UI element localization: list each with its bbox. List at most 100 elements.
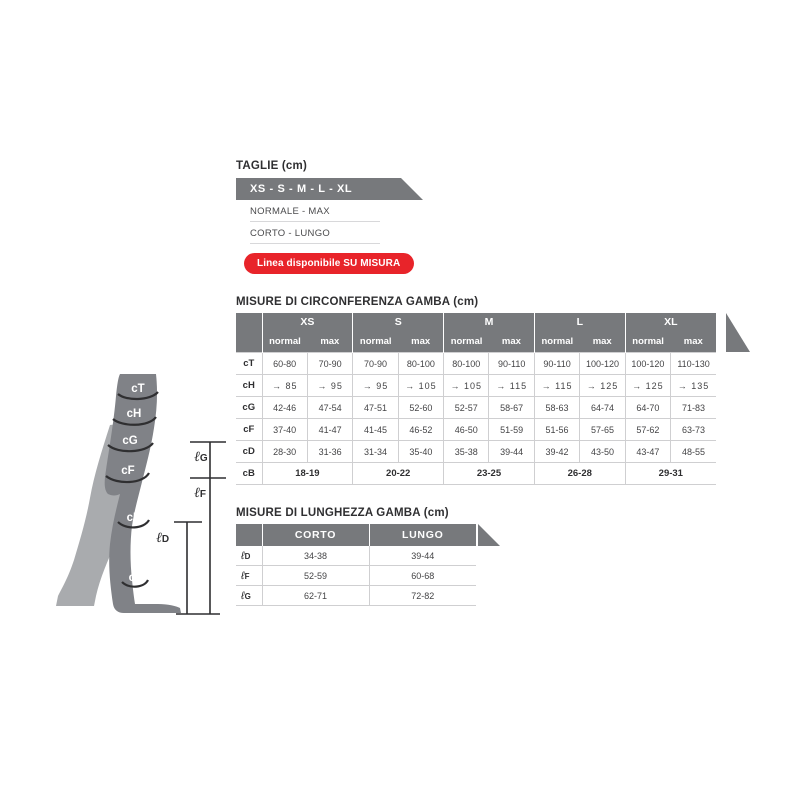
taglie-size-banner-label: XS - S - M - L - XL xyxy=(250,183,353,195)
subheader-m-max: max xyxy=(488,332,535,353)
row-label-cH: cH xyxy=(236,374,262,397)
length-header-lungo: LUNGO xyxy=(368,524,476,546)
cell-cD-m-normal: 35-38 xyxy=(443,440,489,463)
header-corner-blank xyxy=(236,313,262,332)
cell-cT-l-max: 100-120 xyxy=(579,352,626,375)
cell-cB-xs: 18-19 xyxy=(261,462,353,485)
cell-cH-xs-max: → 95 xyxy=(306,374,353,397)
subheader-s-max: max xyxy=(398,332,444,353)
cell-cG-l-max: 64-74 xyxy=(579,396,626,419)
subheader-s-normal: normal xyxy=(352,332,399,353)
cell-cB-xl: 29-31 xyxy=(624,462,716,485)
header-size-m: M xyxy=(443,313,535,332)
cell-cB-m: 23-25 xyxy=(443,462,535,485)
cell-cT-xs-max: 70-90 xyxy=(306,352,353,375)
cell-cT-s-max: 80-100 xyxy=(397,352,444,375)
length-header-corner-blank xyxy=(236,524,262,546)
cell-cG-xs-normal: 42-46 xyxy=(261,396,308,419)
row-label-cT: cT xyxy=(236,352,262,375)
cell-cD-s-max: 35-40 xyxy=(397,440,444,463)
band-label-cD: cD xyxy=(127,512,142,524)
taglie-title: TAGLIE (cm) xyxy=(236,160,307,172)
su-misura-badge: Linea disponibile SU MISURA xyxy=(244,253,415,274)
header-size-l: L xyxy=(533,313,626,332)
cell-cH-m-normal: → 105 xyxy=(443,374,489,397)
leg-diagram-svg: cT cH cG cF cD cB ℓG ℓF ℓD xyxy=(56,374,226,615)
table-row: cH → 85 → 95 → 95 → 105 → 105 → 115 → 11… xyxy=(236,374,716,397)
band-label-cT: cT xyxy=(131,383,144,395)
length-table: CORTO LUNGO ℓD 34-38 39-44 ℓF 52-59 60-6… xyxy=(236,524,476,606)
header-size-s: S xyxy=(352,313,444,332)
length-table-wrap: CORTO LUNGO ℓD 34-38 39-44 ℓF 52-59 60-6… xyxy=(236,524,500,606)
cell-cH-xl-max: → 135 xyxy=(670,374,716,397)
taglie-option-normale-max: NORMALE - MAX xyxy=(250,200,380,222)
cell-cH-xs-normal: → 85 xyxy=(261,374,308,397)
cell-cD-s-normal: 31-34 xyxy=(352,440,399,463)
subheader-l-max: max xyxy=(579,332,626,353)
band-label-cH: cH xyxy=(127,408,142,420)
cell-cG-xl-max: 71-83 xyxy=(670,396,716,419)
subheader-m-normal: normal xyxy=(443,332,489,353)
cell-cT-m-max: 90-110 xyxy=(488,352,535,375)
length-table-body: ℓD 34-38 39-44 ℓF 52-59 60-68 ℓG 62-71 7… xyxy=(236,546,476,606)
length-row-label-lD: ℓD xyxy=(236,546,262,566)
cell-cF-xl-max: 63-73 xyxy=(670,418,716,441)
row-label-cG: cG xyxy=(236,396,262,419)
length-measure-labels: ℓG ℓF ℓD xyxy=(156,450,208,546)
cell-cB-s: 20-22 xyxy=(352,462,444,485)
length-row-sub-G: G xyxy=(244,591,251,601)
cell-cD-l-max: 43-50 xyxy=(579,440,626,463)
cell-cD-xl-max: 48-55 xyxy=(670,440,716,463)
cell-cH-l-max: → 125 xyxy=(579,374,626,397)
length-label-lF: ℓF xyxy=(194,486,206,501)
table-row: ℓD 34-38 39-44 xyxy=(236,546,476,566)
cell-cD-l-normal: 39-42 xyxy=(533,440,580,463)
cell-cF-s-normal: 41-45 xyxy=(352,418,399,441)
table-row: ℓF 52-59 60-68 xyxy=(236,565,476,586)
front-leg-silhouette xyxy=(104,374,181,613)
length-header-wedge xyxy=(478,524,500,546)
cell-cG-m-max: 58-67 xyxy=(488,396,535,419)
table-row: cD 28-30 31-36 31-34 35-40 35-38 39-44 3… xyxy=(236,440,716,463)
length-measure-bars xyxy=(174,441,226,615)
cell-lG-lungo: 72-82 xyxy=(368,585,476,606)
cell-cG-xl-normal: 64-70 xyxy=(624,396,671,419)
cell-cT-s-normal: 70-90 xyxy=(352,352,399,375)
table-row: cF 37-40 41-47 41-45 46-52 46-50 51-59 5… xyxy=(236,418,716,441)
circumference-size-header-row: XS S M L XL xyxy=(236,313,716,332)
cell-cT-xl-max: 110-130 xyxy=(670,352,716,375)
cell-cG-s-normal: 47-51 xyxy=(352,396,399,419)
table-row: ℓG 62-71 72-82 xyxy=(236,585,476,606)
cell-cG-s-max: 52-60 xyxy=(397,396,444,419)
subheader-corner-blank xyxy=(236,332,262,353)
circumference-band-labels: cT cH cG cF cD cB xyxy=(121,383,144,584)
size-chart-content: TAGLIE (cm) XS - S - M - L - XL NORMALE … xyxy=(236,160,750,606)
cell-lF-lungo: 60-68 xyxy=(368,565,476,586)
cell-cD-xs-normal: 28-30 xyxy=(261,440,308,463)
circumference-table-body: cT 60-80 70-90 70-90 80-100 80-100 90-11… xyxy=(236,352,716,485)
length-row-sub-D: D xyxy=(244,551,251,561)
circumference-table-wrap: XS S M L XL normal max normal max normal… xyxy=(236,313,750,485)
leg-measurement-diagram: cT cH cG cF cD cB ℓG ℓF ℓD xyxy=(50,370,240,620)
table-row: cG 42-46 47-54 47-51 52-60 52-57 58-67 5… xyxy=(236,396,716,419)
band-label-cB: cB xyxy=(129,572,144,584)
cell-cF-l-max: 57-65 xyxy=(579,418,626,441)
subheader-xs-normal: normal xyxy=(261,332,308,353)
cell-lD-lungo: 39-44 xyxy=(368,546,476,566)
circumference-table-head: XS S M L XL normal max normal max normal… xyxy=(236,313,716,353)
circumference-bands xyxy=(105,391,159,588)
cell-cH-s-max: → 105 xyxy=(397,374,444,397)
taglie-option-corto-lungo: CORTO - LUNGO xyxy=(250,222,380,244)
cell-cH-xl-normal: → 125 xyxy=(624,374,671,397)
table-row: cB 18-19 20-22 23-25 26-28 29-31 xyxy=(236,462,716,485)
cell-cF-xs-max: 41-47 xyxy=(306,418,353,441)
row-label-cB: cB xyxy=(236,462,262,485)
cell-cF-m-max: 51-59 xyxy=(488,418,535,441)
cell-lG-corto: 62-71 xyxy=(261,585,369,606)
subheader-l-normal: normal xyxy=(533,332,580,353)
cell-cH-s-normal: → 95 xyxy=(352,374,399,397)
cell-cT-xl-normal: 100-120 xyxy=(624,352,671,375)
band-label-cF: cF xyxy=(121,465,134,477)
circumference-table-title: MISURE DI CIRCONFERENZA GAMBA (cm) xyxy=(236,296,479,308)
length-label-lG: ℓG xyxy=(194,450,208,465)
